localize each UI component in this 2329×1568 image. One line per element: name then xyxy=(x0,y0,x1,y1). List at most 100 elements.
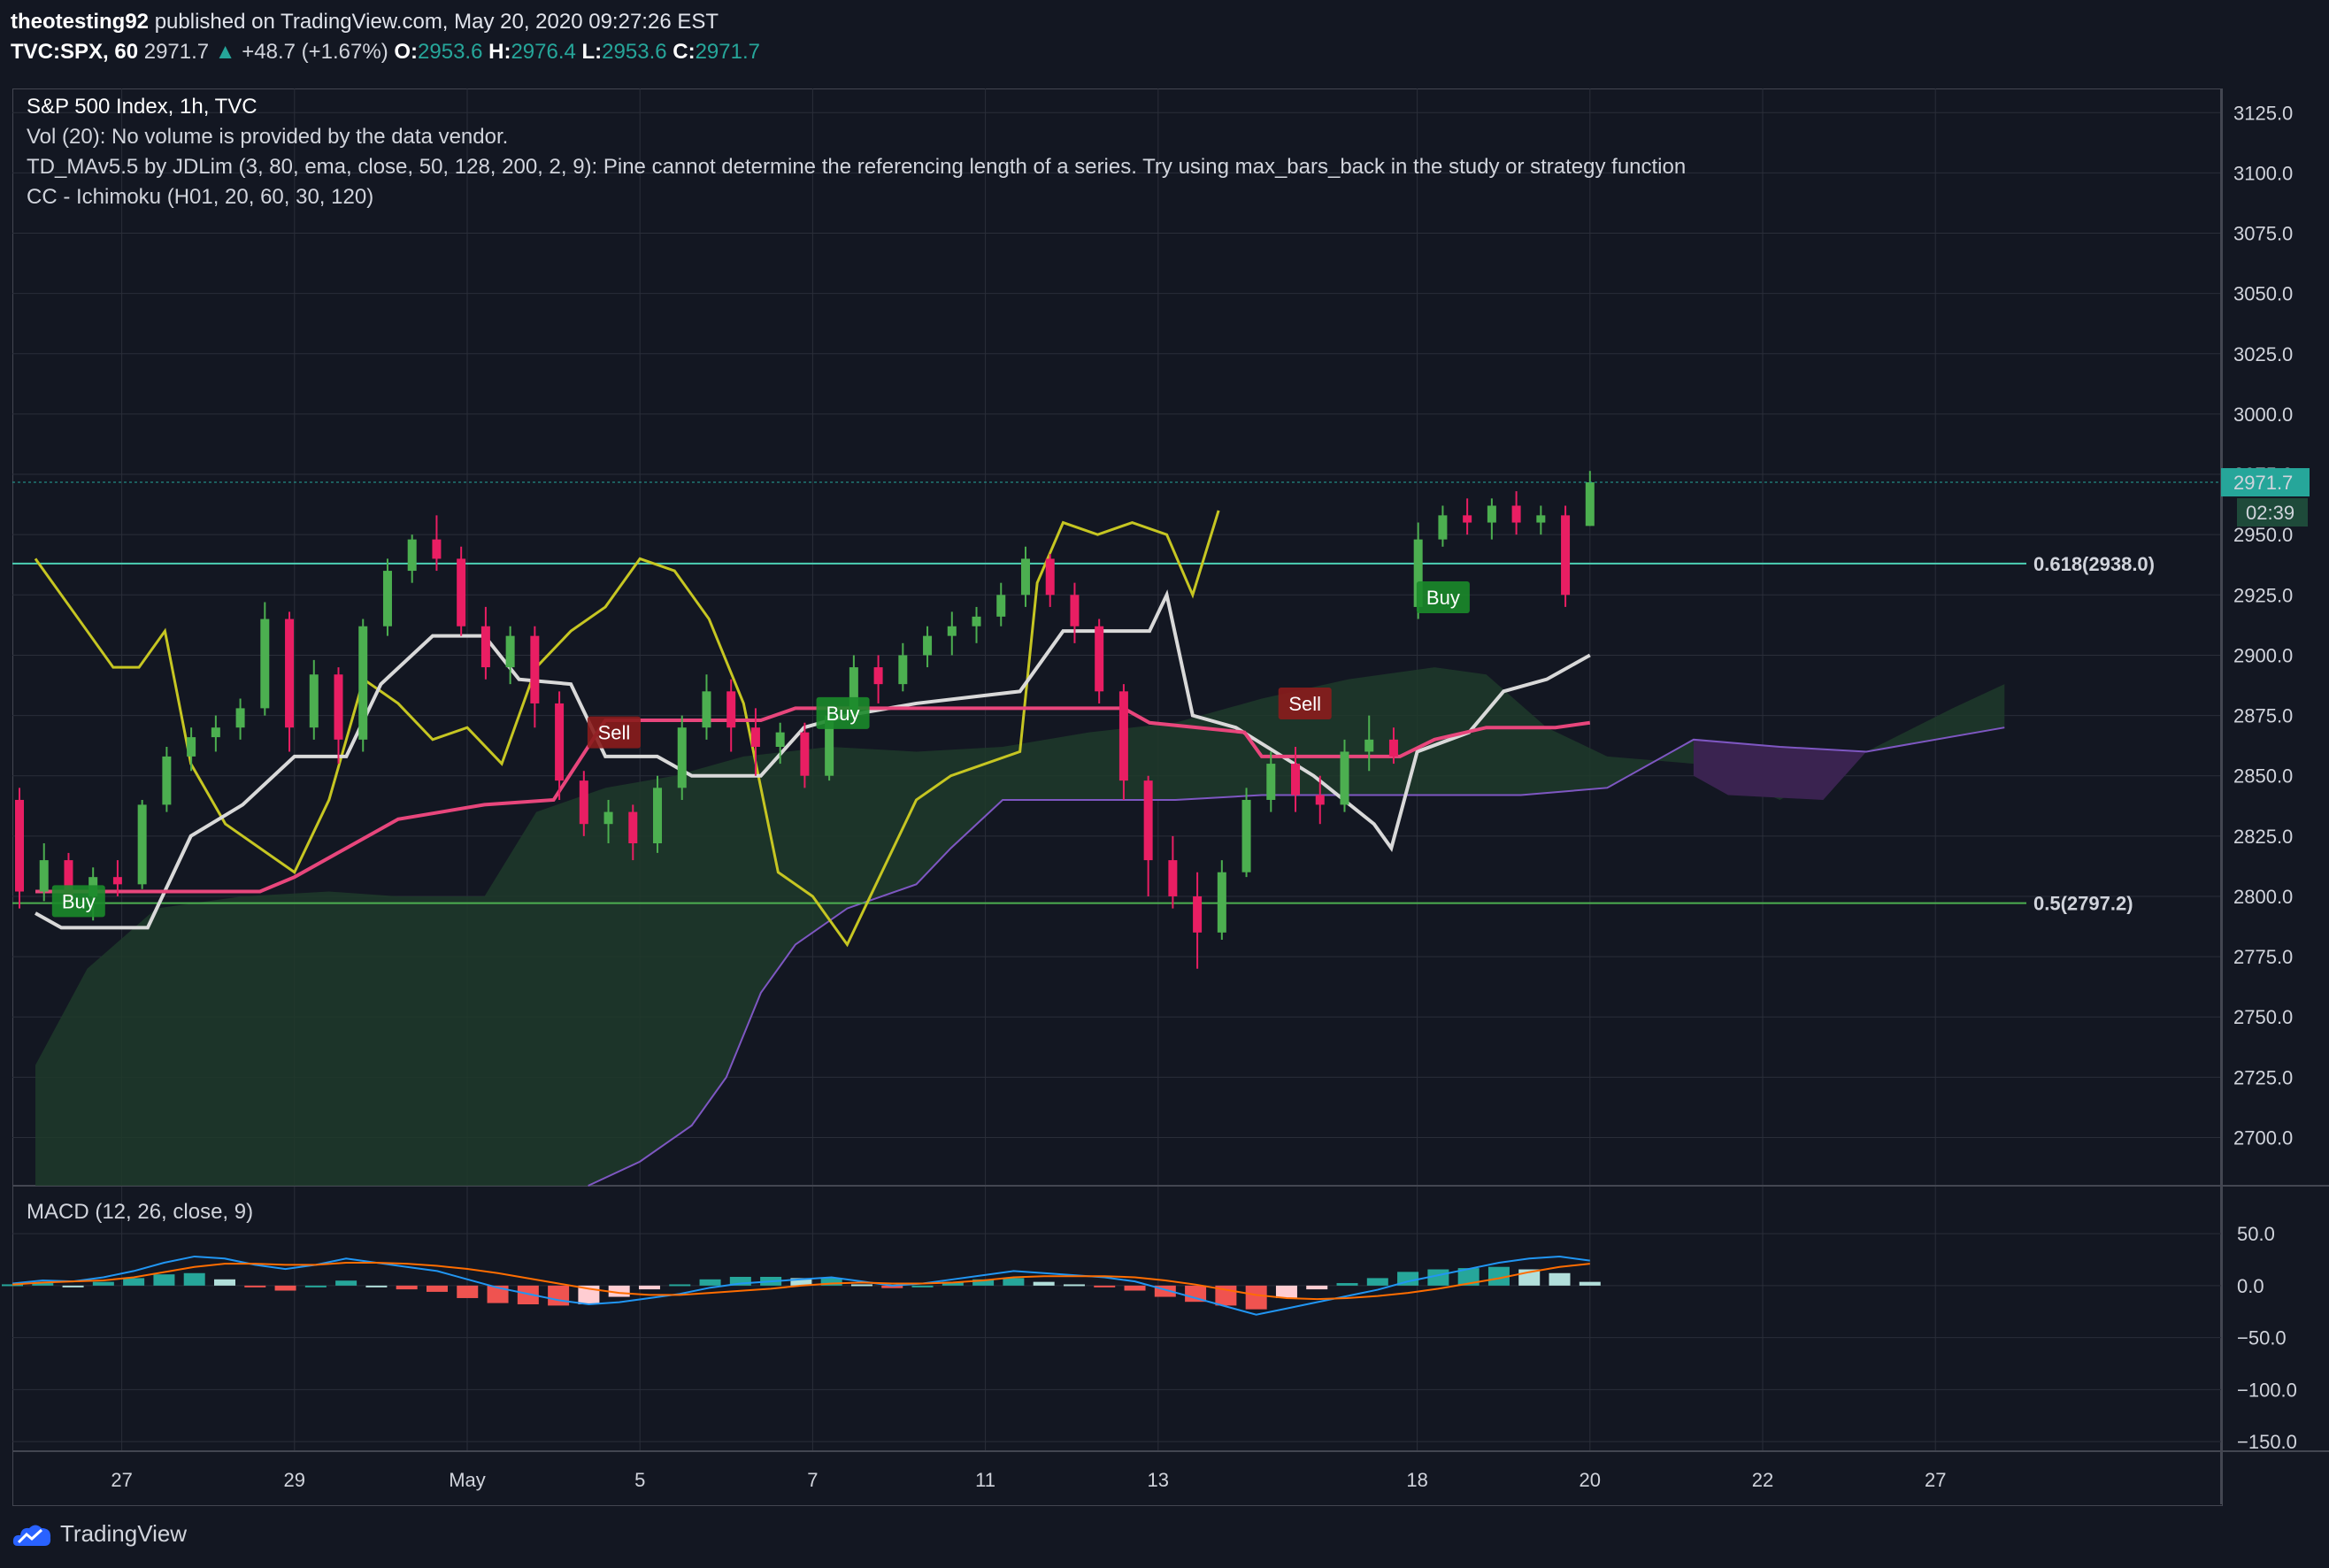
signal-box xyxy=(1278,687,1332,719)
price-tick-label: 2825.0 xyxy=(2233,826,2293,848)
macd-histogram-bar xyxy=(62,1285,84,1287)
macd-histogram-bar xyxy=(1033,1281,1055,1286)
price-tick-label: 2925.0 xyxy=(2233,584,2293,606)
buy-signal[interactable]: Buy xyxy=(816,696,870,729)
macd-histogram-bar xyxy=(1094,1285,1116,1287)
tradingview-logo[interactable]: TradingView xyxy=(12,1520,187,1548)
macd-histogram-bar xyxy=(1063,1284,1085,1287)
candle-body xyxy=(555,703,565,781)
time-tick-label: 7 xyxy=(807,1469,818,1491)
price-tick-label: 3000.0 xyxy=(2233,404,2293,426)
candle-body xyxy=(211,727,220,738)
macd-histogram-bar xyxy=(1457,1268,1480,1286)
candle-body xyxy=(1143,780,1153,861)
candle-body xyxy=(432,539,442,559)
macd-histogram-bar xyxy=(548,1285,570,1306)
signal-label: Sell xyxy=(1288,693,1321,715)
time-tick-label: 5 xyxy=(634,1469,645,1491)
candle-body xyxy=(187,737,196,757)
macd-histogram-bar xyxy=(669,1284,691,1287)
ichimoku-cloud xyxy=(35,667,2005,1186)
price-tick-label: 2875.0 xyxy=(2233,705,2293,727)
candle-body xyxy=(775,732,785,747)
macd-tick-label: −150.0 xyxy=(2237,1431,2297,1453)
candle-body xyxy=(825,715,834,776)
candle-body xyxy=(603,811,613,825)
time-tick-label: 11 xyxy=(975,1469,995,1491)
macd-histogram-bar xyxy=(1124,1285,1146,1291)
macd-histogram-bar xyxy=(1245,1285,1267,1310)
time-tick-label: 18 xyxy=(1406,1469,1427,1491)
candle-body xyxy=(1291,764,1301,796)
sell-signal[interactable]: Sell xyxy=(1278,687,1332,719)
countdown-tag xyxy=(2237,498,2308,527)
high-value: 2976.4 xyxy=(511,40,576,64)
time-tick-label: May xyxy=(449,1469,486,1491)
macd-histogram-bar xyxy=(1306,1285,1328,1290)
candle-body xyxy=(285,619,295,728)
ichimoku-legend[interactable]: CC - Ichimoku (H01, 20, 60, 30, 120) xyxy=(27,185,374,209)
candle-body xyxy=(1388,739,1398,757)
last-price-tag xyxy=(2221,468,2310,497)
fib-level-label: 0.618(2938.0) xyxy=(2033,553,2155,575)
signal-label: Buy xyxy=(62,890,96,912)
macd-histogram-bar xyxy=(972,1279,995,1286)
price-tick-label: 2800.0 xyxy=(2233,886,2293,908)
time-tick-label: 27 xyxy=(1925,1469,1946,1491)
open-label: O: xyxy=(394,40,419,64)
symbol-label[interactable]: TVC:SPX, 60 xyxy=(11,40,139,64)
candle-body xyxy=(112,877,122,885)
time-tick-label: 13 xyxy=(1148,1469,1169,1491)
td-ma-legend[interactable]: TD_MAv5.5 by JDLim (3, 80, ema, close, 5… xyxy=(27,155,1687,179)
candle-body xyxy=(1364,739,1374,752)
candle-body xyxy=(1241,799,1251,872)
candle-body xyxy=(1536,515,1546,523)
chart-panel[interactable] xyxy=(12,88,2223,1506)
candle-body xyxy=(579,780,588,825)
macd-histogram-bar xyxy=(850,1284,872,1287)
macd-histogram-bar xyxy=(274,1285,296,1291)
candle-body xyxy=(382,571,392,626)
signal-label: Sell xyxy=(598,722,631,744)
indicator-legend: S&P 500 Index, 1h, TVC Vol (20): No volu… xyxy=(27,92,1686,212)
signal-box xyxy=(51,885,105,918)
macd-histogram-bar xyxy=(365,1285,388,1287)
signal-label: Buy xyxy=(1426,587,1460,609)
signal-label: Buy xyxy=(826,703,860,725)
macd-histogram-bar xyxy=(304,1285,327,1287)
signal-box xyxy=(1416,581,1470,614)
low-value: 2953.6 xyxy=(602,40,667,64)
price-tick-label: 3025.0 xyxy=(2233,343,2293,365)
time-tick-label: 27 xyxy=(111,1469,132,1491)
price-tick-label: 2775.0 xyxy=(2233,946,2293,968)
candle-body xyxy=(1561,515,1571,596)
price-tick-label: 2950.0 xyxy=(2233,524,2293,546)
macd-legend[interactable]: MACD (12, 26, close, 9) xyxy=(27,1200,254,1224)
td-ma-fast-line xyxy=(34,510,1220,948)
candle-body xyxy=(849,667,858,716)
candle-body xyxy=(15,799,24,892)
price-tick-label: 2700.0 xyxy=(2233,1126,2293,1149)
sell-signal[interactable]: Sell xyxy=(587,716,641,749)
price-tick-label: 3075.0 xyxy=(2233,223,2293,245)
candle-body xyxy=(726,691,736,728)
macd-histogram-bar xyxy=(729,1276,751,1286)
ohlc-line: TVC:SPX, 60 2971.7 ▲ +48.7 (+1.67%) O:29… xyxy=(11,37,760,67)
macd-histogram-bar xyxy=(881,1285,903,1288)
last-price: 2971.7 xyxy=(143,40,210,64)
macd-tick-label: −100.0 xyxy=(2237,1379,2297,1401)
candle-body xyxy=(530,635,540,703)
macd-histogram-bar xyxy=(638,1285,660,1290)
buy-signal[interactable]: Buy xyxy=(51,885,105,918)
buy-signal[interactable]: Buy xyxy=(1416,581,1470,614)
candle-body xyxy=(480,626,490,668)
ichimoku-cloud-bearish xyxy=(1693,739,1867,800)
series-title[interactable]: S&P 500 Index, 1h, TVC xyxy=(27,95,257,119)
high-label: H: xyxy=(488,40,511,64)
candle-body xyxy=(1340,751,1349,805)
price-tick-label: 3100.0 xyxy=(2233,162,2293,184)
macd-tick-label: 0.0 xyxy=(2237,1275,2264,1297)
volume-legend[interactable]: Vol (20): No volume is provided by the d… xyxy=(27,125,509,149)
author-name[interactable]: theotesting92 xyxy=(11,10,150,34)
